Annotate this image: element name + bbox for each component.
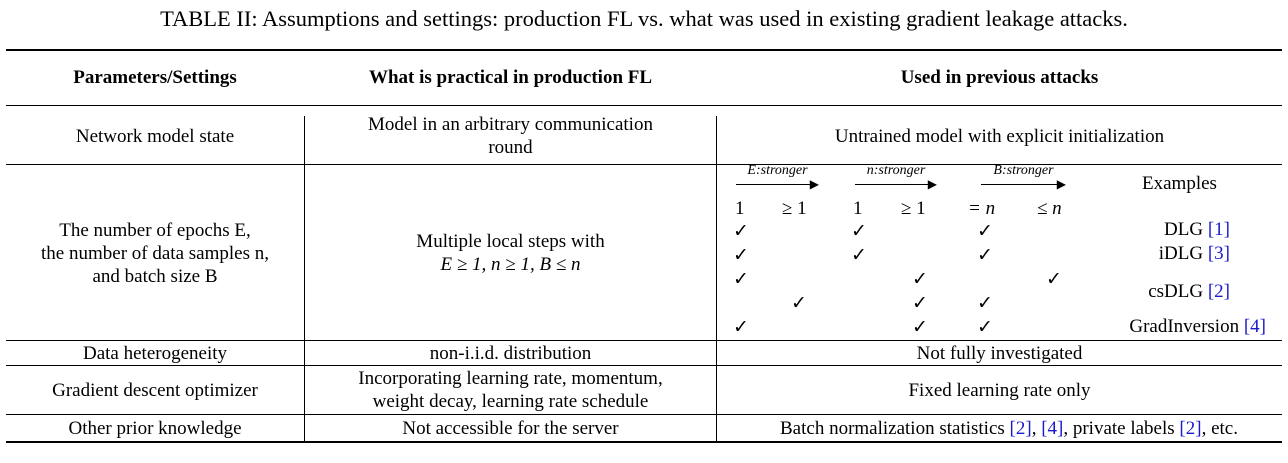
table-caption: TABLE II: Assumptions and settings: prod… xyxy=(160,6,1128,31)
previous-text: Untrained model with explicit initializa… xyxy=(834,125,1165,147)
check-icon: ✓ xyxy=(912,268,928,290)
subheader-value: 1 xyxy=(853,198,863,219)
arrow-e-stronger: E:stronger ▶ xyxy=(736,163,819,191)
row-rule xyxy=(6,365,1282,366)
check-icon: ✓ xyxy=(912,292,928,314)
subheader-value: ≥ 1 xyxy=(901,198,926,219)
check-icon: ✓ xyxy=(977,220,993,242)
check-icon: ✓ xyxy=(733,268,749,290)
example-idlg: iDLG [3] xyxy=(1159,243,1230,265)
top-rule xyxy=(6,49,1282,51)
citation-link[interactable]: [4] xyxy=(1041,417,1064,439)
subheader-value: ≤ n xyxy=(1037,198,1062,219)
cell-epochs-param: The number of epochs E, the number of da… xyxy=(6,166,304,340)
arrow-line xyxy=(981,184,1060,185)
param-line: and batch size B xyxy=(92,265,218,287)
examples-label: Examples xyxy=(1142,173,1217,194)
previous-text: , etc. xyxy=(1201,417,1238,439)
practical-line: Incorporating learning rate, momentum, xyxy=(358,368,663,389)
citation-link[interactable]: [4] xyxy=(1243,316,1266,337)
bottom-rule xyxy=(6,441,1282,443)
separator-text: , xyxy=(1031,417,1042,439)
cell-optimizer-param: Gradient descent optimizer xyxy=(6,366,304,414)
example-name: DLG xyxy=(1164,219,1204,240)
check-icon: ✓ xyxy=(1046,268,1062,290)
cell-model-state-previous: Untrained model with explicit initializa… xyxy=(717,110,1282,162)
check-icon: ✓ xyxy=(912,316,928,338)
arrow-line xyxy=(736,184,813,185)
cell-prior-previous: Batch normalization statistics [2], [4],… xyxy=(717,415,1282,441)
column-divider xyxy=(304,116,305,441)
param-line: the number of data samples n, xyxy=(41,242,269,264)
arrow-n-stronger: n:stronger ▶ xyxy=(855,163,937,191)
check-icon: ✓ xyxy=(977,244,993,266)
arrow-label: n:stronger xyxy=(866,163,926,178)
practical-line: weight decay, learning rate schedule xyxy=(372,391,649,412)
check-icon: ✓ xyxy=(851,220,867,242)
check-icon: ✓ xyxy=(733,220,749,242)
arrow-label: E:stronger xyxy=(747,163,808,178)
cell-heterogeneity-practical: non-i.i.d. distribution xyxy=(305,341,716,365)
cell-heterogeneity-param: Data heterogeneity xyxy=(6,341,304,365)
cell-model-state-practical: Model in an arbitrary communication roun… xyxy=(305,110,716,162)
example-name: csDLG xyxy=(1148,281,1204,302)
arrow-head-icon: ▶ xyxy=(809,177,819,191)
practical-math: E ≥ 1, n ≥ 1, B ≤ n xyxy=(440,254,581,275)
example-csdlg: csDLG [2] xyxy=(1148,281,1230,303)
param-text: Gradient descent optimizer xyxy=(52,379,258,401)
citation-link[interactable]: [2] xyxy=(1207,281,1230,302)
param-text: Other prior knowledge xyxy=(68,417,242,439)
check-icon: ✓ xyxy=(851,244,867,266)
arrow-head-icon: ▶ xyxy=(1056,177,1066,191)
subheader-value: 1 xyxy=(735,198,745,219)
citation-link[interactable]: [3] xyxy=(1207,243,1230,264)
previous-text: Batch normalization statistics xyxy=(780,417,1010,439)
check-icon: ✓ xyxy=(977,316,993,338)
cell-prior-practical: Not accessible for the server xyxy=(305,415,716,441)
cell-optimizer-previous: Fixed learning rate only xyxy=(717,366,1282,414)
header-rule xyxy=(6,105,1282,106)
practical-text: Not accessible for the server xyxy=(402,417,619,439)
arrow-b-stronger: B:stronger ▶ xyxy=(981,163,1066,191)
row-rule xyxy=(6,414,1282,415)
row-rule xyxy=(6,164,1282,165)
subheader-value: ≥ 1 xyxy=(782,198,807,219)
param-text: Network model state xyxy=(75,125,235,147)
practical-line: round xyxy=(488,137,533,158)
check-icon: ✓ xyxy=(733,244,749,266)
citation-link[interactable]: [1] xyxy=(1207,219,1230,240)
check-icon: ✓ xyxy=(733,316,749,338)
cell-optimizer-practical: Incorporating learning rate, momentum, w… xyxy=(305,366,716,414)
arrow-line xyxy=(855,184,931,185)
previous-text: Fixed learning rate only xyxy=(908,379,1091,401)
practical-line: Multiple local steps with xyxy=(416,231,605,252)
previous-text: Not fully investigated xyxy=(916,342,1083,364)
arrow-label: B:stronger xyxy=(993,163,1054,178)
example-dlg: DLG [1] xyxy=(1164,219,1230,241)
param-line: The number of epochs E, xyxy=(59,219,251,241)
example-name: GradInversion xyxy=(1129,316,1240,337)
param-text: Data heterogeneity xyxy=(82,342,227,364)
example-name: iDLG xyxy=(1158,243,1204,264)
citation-link[interactable]: [2] xyxy=(1009,417,1032,439)
arrow-head-icon: ▶ xyxy=(927,177,937,191)
column-divider xyxy=(716,116,717,441)
row-rule xyxy=(6,340,1282,341)
example-gradinversion: GradInversion [4] xyxy=(1129,316,1266,338)
header-parameters: Parameters/Settings xyxy=(73,66,237,88)
check-icon: ✓ xyxy=(977,292,993,314)
cell-epochs-practical: Multiple local steps with E ≥ 1, n ≥ 1, … xyxy=(305,166,716,340)
cell-prior-param: Other prior knowledge xyxy=(6,415,304,441)
practical-text: non-i.i.d. distribution xyxy=(429,342,592,364)
citation-link[interactable]: [2] xyxy=(1179,417,1202,439)
check-icon: ✓ xyxy=(791,292,807,314)
cell-model-state-param: Network model state xyxy=(6,110,304,162)
header-previous: Used in previous attacks xyxy=(900,66,1099,88)
subheader-value: = n xyxy=(968,198,996,219)
previous-text: , private labels xyxy=(1063,417,1180,439)
header-practical: What is practical in production FL xyxy=(368,66,653,88)
cell-heterogeneity-previous: Not fully investigated xyxy=(717,341,1282,365)
practical-line: Model in an arbitrary communication xyxy=(368,114,653,135)
